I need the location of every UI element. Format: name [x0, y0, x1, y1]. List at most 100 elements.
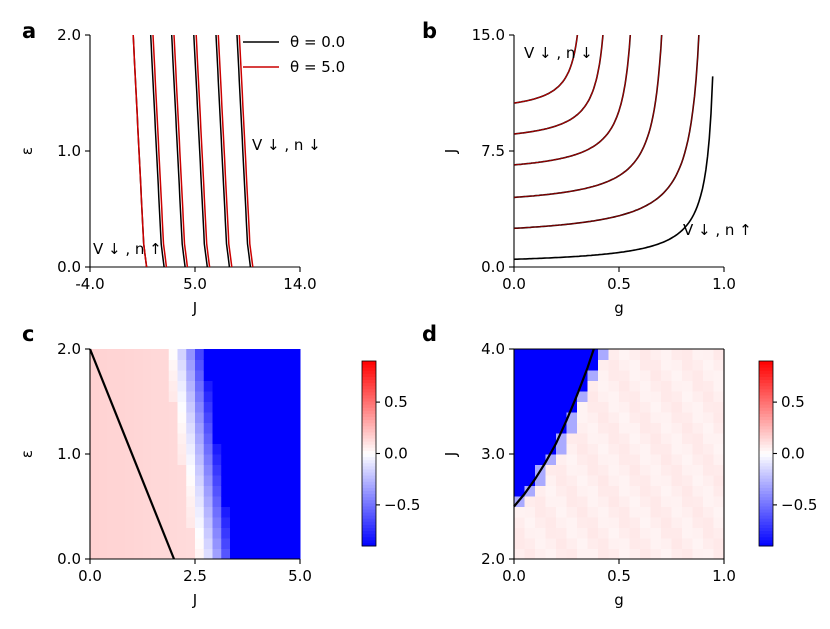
heatmap-cell [282, 548, 292, 560]
heatmap-cell [90, 548, 100, 560]
heatmap-cell [230, 485, 240, 497]
heatmap-cell [273, 475, 283, 486]
heatmap-cell [650, 422, 662, 434]
heatmap-cell [160, 506, 170, 518]
heatmap-cell [619, 433, 630, 444]
heatmap-cell [282, 454, 292, 465]
heatmap-cell [90, 349, 100, 360]
series-group [514, 35, 714, 261]
heatmap-cell [524, 359, 536, 371]
heatmap-cell [230, 454, 240, 465]
heatmap-cell [514, 349, 525, 360]
heatmap-cell [608, 475, 620, 486]
heatmap-cell [168, 349, 178, 360]
heatmap-cell [116, 464, 126, 476]
heatmap-cell [671, 359, 683, 371]
heatmap-cell [291, 485, 301, 497]
heatmap-cell [598, 464, 609, 476]
heatmap-cell [142, 475, 152, 486]
heatmap-cell [291, 422, 301, 434]
colorbar-cell [759, 509, 773, 513]
heatmap-cell [273, 464, 283, 476]
heatmap-cell [186, 412, 196, 423]
heatmap-cell [125, 454, 135, 465]
heatmap-cell [545, 349, 557, 360]
heatmap-cell [125, 433, 135, 444]
colorbar-cell [759, 441, 773, 445]
colorbar-cell [362, 413, 376, 417]
heatmap-cell [151, 412, 161, 423]
heatmap-cell [692, 475, 704, 486]
colorbar-cell [362, 379, 376, 384]
heatmap-cell [212, 464, 222, 476]
heatmap-cell [291, 380, 301, 392]
heatmap-cell [203, 412, 213, 423]
heatmap-cell [90, 454, 100, 465]
heatmap-cell [151, 475, 161, 486]
heatmap-cell [151, 443, 161, 455]
heatmap-cell [608, 359, 620, 371]
heatmap-cell [556, 496, 567, 507]
heatmap-cell [598, 412, 609, 423]
heatmap-cell [203, 527, 213, 539]
heatmap-cell [577, 506, 588, 518]
heatmap-cell [186, 401, 196, 413]
heatmap-cell [160, 433, 170, 444]
heatmap-cell [598, 380, 609, 392]
heatmap-cell [587, 370, 599, 381]
colorbar-cell [362, 428, 376, 433]
heatmap-cell [608, 433, 620, 444]
colorbar-cell [362, 373, 376, 377]
heatmap-cell [247, 464, 257, 476]
heatmap-cell [282, 496, 292, 507]
heatmap-cell [682, 538, 693, 549]
heatmap-cell [514, 538, 525, 549]
heatmap-cell [98, 496, 108, 507]
heatmap-cell [212, 548, 222, 560]
panel-a-plot: -4.0 5.0 14.0 0.0 1.0 2.0 Jε θ = 0.0 θ = 5.0 V ↓ … [18, 26, 345, 317]
panel-label-a: a [22, 19, 36, 43]
heatmap-cell [116, 538, 126, 549]
heatmap-cell [598, 401, 609, 413]
heatmap-cell [212, 412, 222, 423]
colorbar-cell [362, 530, 376, 535]
colorbar-cell [362, 361, 376, 365]
heatmap-cell [212, 443, 222, 455]
heatmap-cell [608, 517, 620, 528]
heatmap-cell [265, 538, 275, 549]
heatmap-cell [265, 349, 275, 360]
heatmap-cell [133, 517, 143, 528]
heatmap-cell [629, 380, 641, 392]
heatmap-cell [265, 548, 275, 560]
heatmap-cell [160, 485, 170, 497]
heatmap-cell [273, 401, 283, 413]
heatmap-cell [125, 527, 135, 539]
heatmap-cell [177, 517, 187, 528]
heatmap-cell [556, 349, 567, 360]
colorbar-cell [759, 435, 773, 439]
heatmap-cell [587, 475, 599, 486]
heatmap-cell [265, 496, 275, 507]
colorbar-cell [759, 425, 773, 430]
heatmap-cell [160, 475, 170, 486]
heatmap-cell [619, 527, 630, 539]
heatmap-cell [238, 548, 248, 560]
heatmap-cell [238, 475, 248, 486]
panel-d-plot: 0.0 0.5 1.0 2.0 3.0 4.0 g J 0.5 0.0 −0.5 [442, 340, 817, 609]
heatmap-cell [256, 527, 266, 539]
panel-label-b: b [422, 19, 437, 43]
heatmap-cell [212, 538, 222, 549]
heatmap-cell [535, 517, 546, 528]
heatmap-cell [524, 548, 536, 560]
legend-label: θ = 5.0 [290, 58, 345, 76]
heatmap-cell [535, 454, 546, 465]
heatmap-cell [195, 391, 205, 402]
heatmap-cell [151, 464, 161, 476]
heatmap-cell [535, 485, 546, 497]
heatmap-cell [619, 443, 630, 455]
heatmap-cell [671, 412, 683, 423]
heatmap-cell [151, 485, 161, 497]
heatmap-cell [238, 517, 248, 528]
x-tick-label: 5.0 [288, 567, 312, 585]
heatmap-cell [230, 422, 240, 434]
